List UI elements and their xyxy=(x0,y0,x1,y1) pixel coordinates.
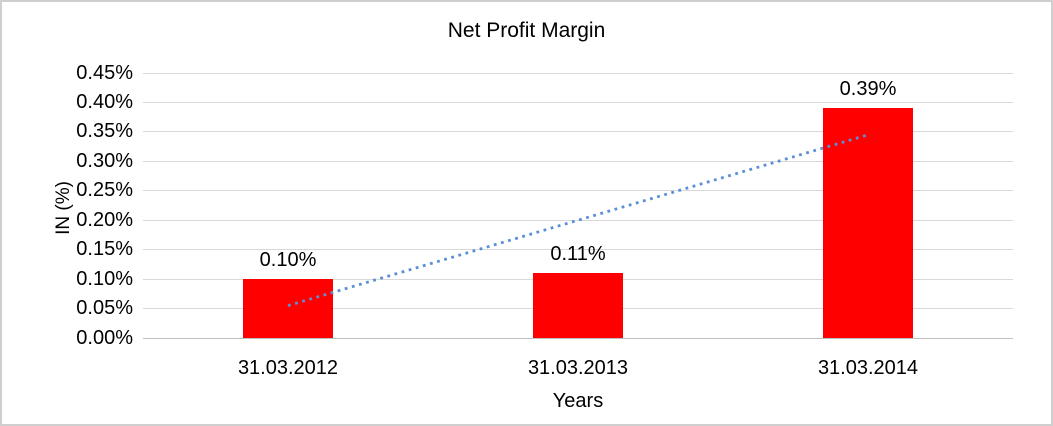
x-axis-line xyxy=(143,337,1013,339)
gridline xyxy=(143,131,1013,133)
bar-data-label: 0.10% xyxy=(259,249,317,272)
y-tick-label: 0.10% xyxy=(76,267,133,290)
x-tick-label: 31.03.2012 xyxy=(237,357,339,379)
y-tick-label: 0.35% xyxy=(76,120,133,143)
y-tick-label: 0.00% xyxy=(76,326,133,349)
y-tick-label: 0.40% xyxy=(76,90,133,113)
x-axis-title: Years xyxy=(552,390,604,412)
bar-31.03.2012 xyxy=(243,279,333,338)
bar-31.03.2014 xyxy=(823,108,913,338)
gridline xyxy=(143,72,1013,74)
gridline xyxy=(143,101,1013,103)
bar-31.03.2013 xyxy=(533,273,623,338)
x-tick-label: 31.03.2014 xyxy=(817,357,919,379)
y-tick-label: 0.15% xyxy=(76,238,133,261)
chart-title: Net Profit Margin xyxy=(447,19,606,42)
x-tick-label: 31.03.2013 xyxy=(527,357,629,379)
y-tick-label: 0.25% xyxy=(76,179,133,202)
bar-data-label: 0.39% xyxy=(839,78,897,101)
y-tick-label: 0.45% xyxy=(76,61,133,84)
y-tick-label: 0.05% xyxy=(76,297,133,320)
bar-data-label: 0.11% xyxy=(550,243,606,266)
y-tick-label: 0.30% xyxy=(76,149,133,172)
y-tick-label: 0.20% xyxy=(76,208,133,231)
